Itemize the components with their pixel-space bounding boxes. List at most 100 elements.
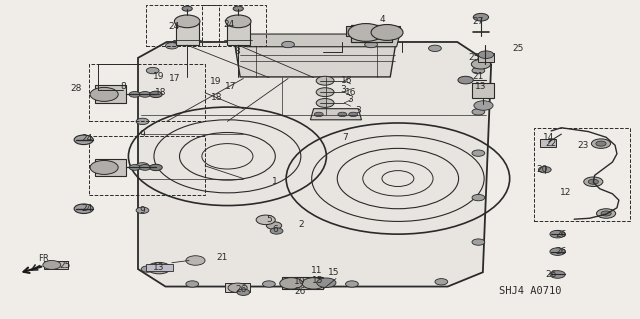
Text: 3: 3 <box>355 106 361 115</box>
Bar <box>282 277 323 289</box>
Text: 22: 22 <box>545 139 557 148</box>
Circle shape <box>43 261 61 269</box>
Circle shape <box>174 15 200 28</box>
Text: 20: 20 <box>536 165 548 174</box>
Text: 12: 12 <box>560 188 572 197</box>
Circle shape <box>150 91 163 98</box>
Circle shape <box>186 256 205 265</box>
Text: 11: 11 <box>311 266 323 275</box>
Text: 19: 19 <box>154 72 165 81</box>
Text: 3: 3 <box>340 85 346 94</box>
Circle shape <box>317 278 336 287</box>
Circle shape <box>471 59 490 69</box>
Text: 25: 25 <box>469 53 480 62</box>
Circle shape <box>140 165 151 170</box>
Bar <box>227 21 250 45</box>
Text: 15: 15 <box>328 268 340 277</box>
Text: 16: 16 <box>345 88 356 97</box>
Text: 28: 28 <box>70 84 82 93</box>
Circle shape <box>256 215 275 225</box>
Circle shape <box>316 76 334 85</box>
Bar <box>478 53 494 62</box>
Text: 6: 6 <box>273 225 278 234</box>
Text: 26: 26 <box>545 270 557 279</box>
Circle shape <box>316 88 334 97</box>
Circle shape <box>140 92 151 97</box>
Circle shape <box>141 266 154 272</box>
Circle shape <box>348 24 384 41</box>
Text: 19: 19 <box>210 77 221 86</box>
Text: FR.: FR. <box>38 254 51 263</box>
Text: 24: 24 <box>81 204 93 213</box>
Circle shape <box>314 112 323 117</box>
Circle shape <box>302 278 325 289</box>
Bar <box>351 25 392 42</box>
Bar <box>147 264 173 271</box>
Circle shape <box>429 45 442 51</box>
Circle shape <box>588 179 598 184</box>
Circle shape <box>472 239 484 245</box>
Text: 17: 17 <box>225 82 236 91</box>
Circle shape <box>129 92 141 97</box>
Text: 13: 13 <box>475 82 486 91</box>
Circle shape <box>371 25 403 41</box>
Text: 16: 16 <box>341 76 353 85</box>
Circle shape <box>90 160 118 174</box>
Bar <box>225 283 250 292</box>
Text: 23: 23 <box>577 141 589 150</box>
Circle shape <box>472 150 484 156</box>
Circle shape <box>472 67 484 74</box>
Text: 26: 26 <box>556 230 567 239</box>
Bar <box>95 85 126 103</box>
Text: 5: 5 <box>266 215 272 224</box>
Text: 27: 27 <box>473 17 484 26</box>
Circle shape <box>136 163 149 169</box>
Text: 21: 21 <box>473 72 484 81</box>
Polygon shape <box>138 42 491 286</box>
Circle shape <box>349 112 358 117</box>
Text: 9: 9 <box>140 206 145 215</box>
Circle shape <box>90 87 118 101</box>
Circle shape <box>365 41 378 48</box>
Circle shape <box>74 135 93 145</box>
Text: 8: 8 <box>234 47 240 56</box>
Circle shape <box>458 76 473 84</box>
Text: 18: 18 <box>155 88 166 97</box>
Text: 13: 13 <box>154 263 165 272</box>
Circle shape <box>225 15 251 28</box>
Circle shape <box>478 51 493 58</box>
Text: 26: 26 <box>294 287 305 296</box>
Circle shape <box>435 278 448 285</box>
Polygon shape <box>235 46 396 77</box>
Polygon shape <box>310 109 362 120</box>
Circle shape <box>74 204 93 213</box>
Circle shape <box>472 195 484 201</box>
Circle shape <box>136 207 149 213</box>
Circle shape <box>147 67 159 74</box>
Text: 24: 24 <box>81 134 93 143</box>
Circle shape <box>596 141 606 146</box>
Circle shape <box>282 41 294 48</box>
Text: 24: 24 <box>169 22 180 31</box>
Text: SHJ4 A0710: SHJ4 A0710 <box>499 286 561 296</box>
Text: 24: 24 <box>224 20 235 29</box>
Circle shape <box>584 177 603 187</box>
Bar <box>175 21 198 45</box>
Circle shape <box>150 164 163 171</box>
Circle shape <box>550 248 565 256</box>
Bar <box>472 83 494 98</box>
Bar <box>540 139 556 147</box>
Circle shape <box>270 228 283 234</box>
Text: 26: 26 <box>235 285 246 294</box>
Circle shape <box>346 281 358 287</box>
Circle shape <box>338 112 347 117</box>
Text: 14: 14 <box>543 133 554 142</box>
Circle shape <box>472 109 484 115</box>
Text: 18: 18 <box>211 93 222 102</box>
Circle shape <box>182 6 192 11</box>
Circle shape <box>596 209 616 218</box>
Circle shape <box>601 211 611 216</box>
Circle shape <box>186 281 198 287</box>
Text: 17: 17 <box>169 74 180 83</box>
Text: 7: 7 <box>342 133 348 142</box>
